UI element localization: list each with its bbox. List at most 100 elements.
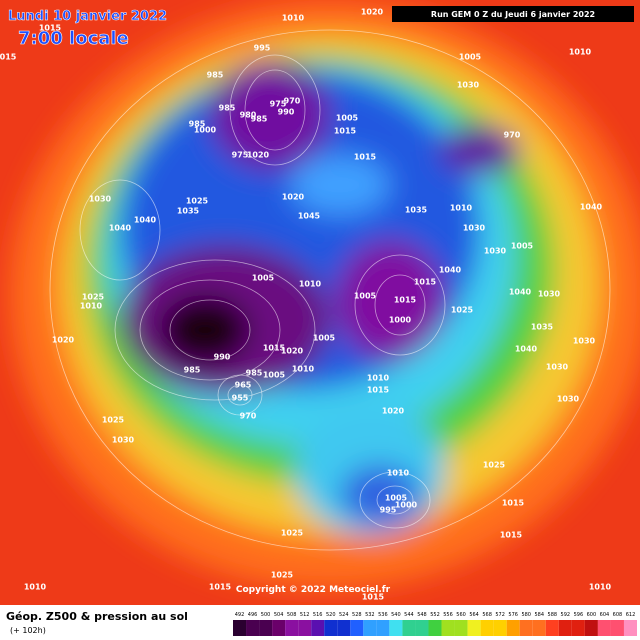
isobar-label: 015 bbox=[0, 53, 17, 62]
isobar-label: 955 bbox=[232, 394, 249, 403]
legend-label: 532 bbox=[365, 612, 375, 618]
run-label: Run GEM 0 Z du Jeudi 6 janvier 2022 bbox=[431, 10, 595, 19]
legend-swatch bbox=[532, 620, 546, 636]
legend-swatch bbox=[428, 620, 442, 636]
isobar-label: 1040 bbox=[509, 288, 532, 297]
legend-swatch bbox=[597, 620, 611, 636]
isobar-label: 1010 bbox=[387, 469, 410, 478]
isobar-label: 1020 bbox=[361, 8, 384, 17]
isobar-label: 995 bbox=[380, 506, 397, 515]
isobar-label: 985 bbox=[219, 104, 236, 113]
isobar-label: 980 bbox=[240, 111, 257, 120]
isobar-label: 1025 bbox=[271, 571, 294, 580]
legend-swatch bbox=[506, 620, 520, 636]
isobar-label: 1025 bbox=[483, 461, 506, 470]
legend-swatch bbox=[415, 620, 429, 636]
isobar-label: 1020 bbox=[282, 193, 305, 202]
isobar-label: 1040 bbox=[580, 203, 603, 212]
legend-label: 492 bbox=[235, 612, 245, 618]
legend-swatch bbox=[324, 620, 338, 636]
isobar-label: 1020 bbox=[281, 347, 304, 356]
isobar-label: 1035 bbox=[177, 207, 200, 216]
legend-label: 608 bbox=[613, 612, 623, 618]
isobar-label: 1025 bbox=[102, 416, 125, 425]
legend-swatch bbox=[285, 620, 299, 636]
isobar-label: 1040 bbox=[515, 345, 538, 354]
map-field bbox=[0, 0, 640, 605]
legend-swatch bbox=[493, 620, 507, 636]
isobar-label: 975 bbox=[270, 100, 287, 109]
isobar-label: 1015 bbox=[500, 531, 523, 540]
isobar-label: 970 bbox=[504, 131, 521, 140]
isobar-label: 970 bbox=[284, 97, 301, 106]
legend-swatch bbox=[623, 620, 637, 636]
isobar-label: 1025 bbox=[186, 197, 209, 206]
legend-swatch bbox=[389, 620, 403, 636]
isobar-label: 1015 bbox=[39, 24, 62, 33]
legend-label: 552 bbox=[430, 612, 440, 618]
isobar-label: 1025 bbox=[281, 529, 304, 538]
legend-swatch bbox=[272, 620, 286, 636]
legend-swatch bbox=[363, 620, 377, 636]
isobar-label: 1010 bbox=[24, 583, 47, 592]
legend-swatch bbox=[337, 620, 351, 636]
legend-swatch bbox=[298, 620, 312, 636]
isobar-label: 1000 bbox=[194, 126, 217, 135]
isobar-label: 1015 bbox=[367, 386, 390, 395]
legend-label: 520 bbox=[326, 612, 336, 618]
isobar-label: 985 bbox=[251, 115, 268, 124]
valid-date: Lundi 10 janvier 2022 bbox=[8, 9, 167, 24]
isobar-label: 1030 bbox=[89, 195, 112, 204]
legend-swatch bbox=[402, 620, 416, 636]
isobar-label: 985 bbox=[207, 71, 224, 80]
isobar-label: 1030 bbox=[112, 436, 135, 445]
isobar-label: 1030 bbox=[557, 395, 580, 404]
isobar-label: 1010 bbox=[299, 280, 322, 289]
isobar-label: 985 bbox=[189, 120, 206, 129]
isobar-label: 1015 bbox=[414, 278, 437, 287]
isobar-label: 1005 bbox=[459, 53, 482, 62]
legend-label: 568 bbox=[482, 612, 492, 618]
legend-label: 560 bbox=[456, 612, 466, 618]
legend-swatch bbox=[259, 620, 273, 636]
legend-label: 528 bbox=[352, 612, 362, 618]
isobar-label: 1010 bbox=[450, 204, 473, 213]
isobar-label: 1010 bbox=[292, 365, 315, 374]
legend-label: 544 bbox=[404, 612, 414, 618]
isobar-label: 1030 bbox=[573, 337, 596, 346]
legend-label: 504 bbox=[274, 612, 284, 618]
isobar-label: 1020 bbox=[382, 407, 405, 416]
legend-label: 540 bbox=[391, 612, 401, 618]
legend-label: 536 bbox=[378, 612, 388, 618]
legend-label: 548 bbox=[417, 612, 427, 618]
isobar-label: 1020 bbox=[247, 151, 270, 160]
isobar-label: 1025 bbox=[82, 293, 105, 302]
isobar-label: 995 bbox=[254, 44, 271, 53]
legend-swatch bbox=[246, 620, 260, 636]
isobar-label: 1005 bbox=[336, 114, 359, 123]
isobar-label: 985 bbox=[246, 369, 263, 378]
isobar-label: 1030 bbox=[484, 247, 507, 256]
legend-label: 556 bbox=[443, 612, 453, 618]
legend-label: 600 bbox=[587, 612, 597, 618]
isobar-label: 965 bbox=[235, 381, 252, 390]
legend-swatch bbox=[233, 620, 247, 636]
isobar-label: 1005 bbox=[385, 494, 408, 503]
isobar-label: 1040 bbox=[109, 224, 132, 233]
isobar-label: 1000 bbox=[389, 316, 412, 325]
legend-swatch bbox=[454, 620, 468, 636]
legend-label: 584 bbox=[534, 612, 544, 618]
isobar-label: 1030 bbox=[457, 81, 480, 90]
isobar-label: 1035 bbox=[405, 206, 428, 215]
isobar-label: 1030 bbox=[463, 224, 486, 233]
isobar-label: 1015 bbox=[362, 593, 385, 602]
legend-swatch bbox=[467, 620, 481, 636]
legend-swatch bbox=[558, 620, 572, 636]
legend-swatch bbox=[441, 620, 455, 636]
legend-label: 576 bbox=[508, 612, 518, 618]
isobar-label: 1010 bbox=[80, 302, 103, 311]
isobar-label: 1015 bbox=[394, 296, 417, 305]
isobar-label: 1030 bbox=[546, 363, 569, 372]
legend-swatch bbox=[480, 620, 494, 636]
